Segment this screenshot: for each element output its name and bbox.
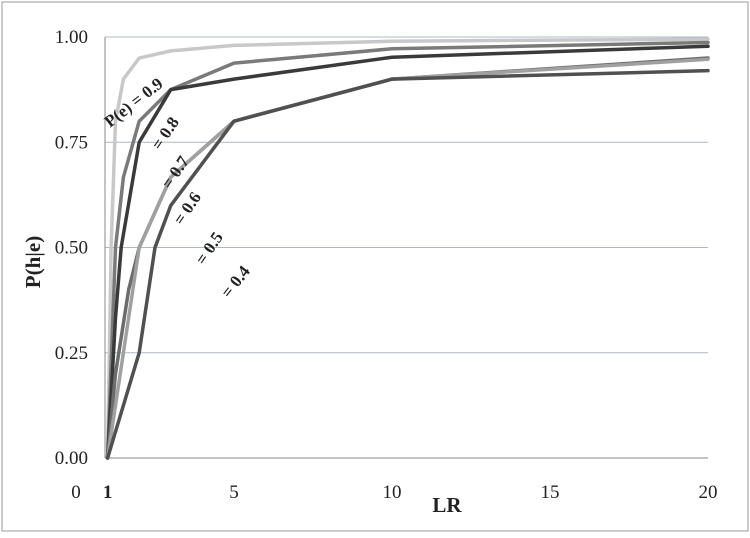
series-line bbox=[105, 68, 710, 460]
y-axis-title: P(h|e) bbox=[21, 236, 45, 288]
y-tick-label: 0.25 bbox=[55, 343, 88, 364]
x-tick-label: 20 bbox=[699, 482, 718, 503]
tick-labels: 0.000.250.500.751.000 1 5 10 15 20 bbox=[55, 27, 718, 503]
series-line bbox=[105, 40, 710, 460]
y-tick-label: 0.75 bbox=[55, 132, 88, 153]
x-tick-label: 1 bbox=[103, 482, 113, 503]
series-line bbox=[105, 44, 710, 460]
y-tick-label: 1.00 bbox=[55, 27, 88, 48]
axes bbox=[104, 37, 708, 459]
x-tick-label: 15 bbox=[541, 482, 560, 503]
x-tick-label: 10 bbox=[383, 482, 402, 503]
y-tick-label: 0.00 bbox=[55, 448, 88, 469]
x-tick-label: 5 bbox=[229, 482, 239, 503]
x-tick-label: 0 bbox=[71, 482, 81, 503]
series-group bbox=[105, 37, 710, 460]
x-axis-title: LR bbox=[432, 493, 462, 517]
y-tick-label: 0.50 bbox=[55, 238, 88, 259]
series-line bbox=[105, 37, 710, 460]
